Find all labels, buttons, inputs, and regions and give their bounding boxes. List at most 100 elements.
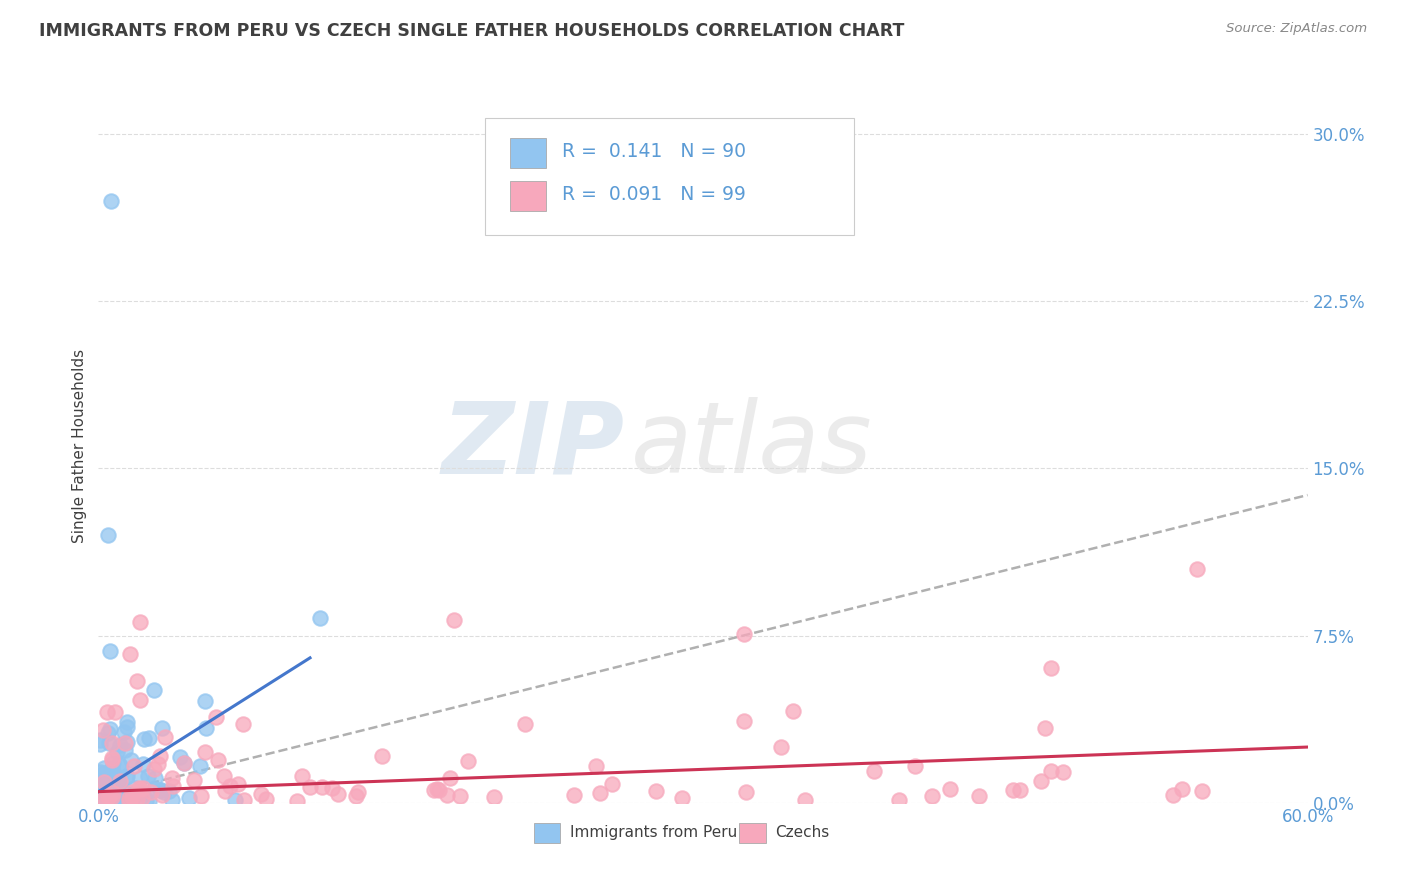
Point bbox=[585, 759, 607, 773]
Point bbox=[101, 783, 124, 797]
Point bbox=[153, 731, 176, 745]
Point bbox=[100, 789, 122, 803]
Point bbox=[100, 786, 122, 800]
Point bbox=[132, 787, 155, 801]
Point bbox=[122, 758, 145, 772]
Point bbox=[90, 794, 112, 808]
Point bbox=[115, 714, 138, 729]
Point bbox=[100, 780, 122, 794]
Point bbox=[98, 785, 121, 799]
Point bbox=[904, 759, 927, 773]
Point bbox=[138, 794, 160, 808]
Point bbox=[1002, 783, 1025, 797]
Point bbox=[125, 788, 148, 802]
Point bbox=[733, 714, 755, 729]
Point bbox=[90, 790, 112, 805]
Point bbox=[94, 787, 117, 801]
Point bbox=[105, 745, 128, 759]
Point bbox=[120, 753, 142, 767]
Point bbox=[1010, 782, 1032, 797]
Point bbox=[101, 787, 124, 801]
Point bbox=[98, 777, 121, 791]
Point bbox=[105, 772, 128, 786]
Point bbox=[107, 785, 129, 799]
Point bbox=[93, 766, 115, 780]
Point bbox=[108, 774, 131, 789]
Point bbox=[150, 783, 173, 797]
Point bbox=[90, 793, 112, 807]
Point bbox=[132, 731, 155, 746]
Point bbox=[562, 788, 585, 802]
Point bbox=[921, 789, 943, 803]
Point bbox=[645, 784, 668, 798]
Point bbox=[143, 682, 166, 697]
Point bbox=[207, 753, 229, 767]
Point bbox=[326, 787, 349, 801]
Bar bbox=[509, 180, 546, 211]
Point bbox=[436, 789, 458, 803]
Point bbox=[101, 736, 124, 750]
Point bbox=[98, 643, 121, 657]
Point bbox=[110, 794, 132, 808]
Point bbox=[121, 789, 143, 804]
Point bbox=[118, 790, 141, 805]
Point bbox=[114, 743, 136, 757]
Point bbox=[232, 793, 254, 807]
Point bbox=[131, 791, 153, 805]
Point bbox=[173, 756, 195, 771]
Point bbox=[141, 785, 163, 799]
Point bbox=[1161, 789, 1184, 803]
Point bbox=[254, 792, 277, 806]
Point bbox=[103, 772, 125, 786]
Point bbox=[425, 781, 447, 796]
Point bbox=[98, 788, 121, 802]
Point bbox=[439, 771, 461, 785]
Point bbox=[114, 770, 136, 784]
Point bbox=[104, 705, 127, 719]
Bar bbox=[740, 823, 766, 844]
Point bbox=[967, 789, 990, 804]
Point bbox=[118, 647, 141, 661]
Point bbox=[423, 783, 446, 797]
Point bbox=[1171, 782, 1194, 797]
Point bbox=[98, 736, 121, 750]
Point bbox=[128, 781, 150, 796]
Point bbox=[112, 725, 135, 739]
Point bbox=[136, 768, 159, 782]
Point bbox=[115, 769, 138, 783]
Point bbox=[89, 781, 111, 796]
Point bbox=[93, 786, 115, 800]
Point bbox=[443, 613, 465, 627]
Point bbox=[120, 794, 142, 808]
Point bbox=[135, 794, 157, 808]
Point bbox=[1040, 764, 1063, 779]
Point bbox=[157, 784, 180, 798]
Point bbox=[194, 694, 217, 708]
Point bbox=[309, 610, 332, 624]
Point bbox=[115, 734, 138, 748]
Point bbox=[427, 783, 450, 797]
Point bbox=[115, 720, 138, 734]
Point bbox=[299, 780, 322, 795]
Point bbox=[127, 674, 149, 689]
Point bbox=[91, 791, 114, 805]
Point bbox=[162, 779, 184, 793]
Point bbox=[733, 627, 755, 641]
Point bbox=[138, 731, 160, 745]
Point bbox=[96, 772, 118, 787]
Point bbox=[108, 778, 131, 792]
Point bbox=[105, 786, 128, 800]
Point bbox=[93, 789, 115, 804]
Point bbox=[94, 794, 117, 808]
Point bbox=[129, 771, 152, 785]
Point bbox=[1185, 562, 1208, 576]
Point bbox=[142, 782, 165, 797]
Point bbox=[129, 615, 152, 629]
Bar bbox=[534, 823, 561, 844]
Point bbox=[782, 704, 804, 718]
Point bbox=[89, 737, 111, 751]
Point bbox=[212, 769, 235, 783]
Point bbox=[131, 781, 153, 796]
Point bbox=[939, 781, 962, 796]
Point bbox=[160, 771, 183, 785]
